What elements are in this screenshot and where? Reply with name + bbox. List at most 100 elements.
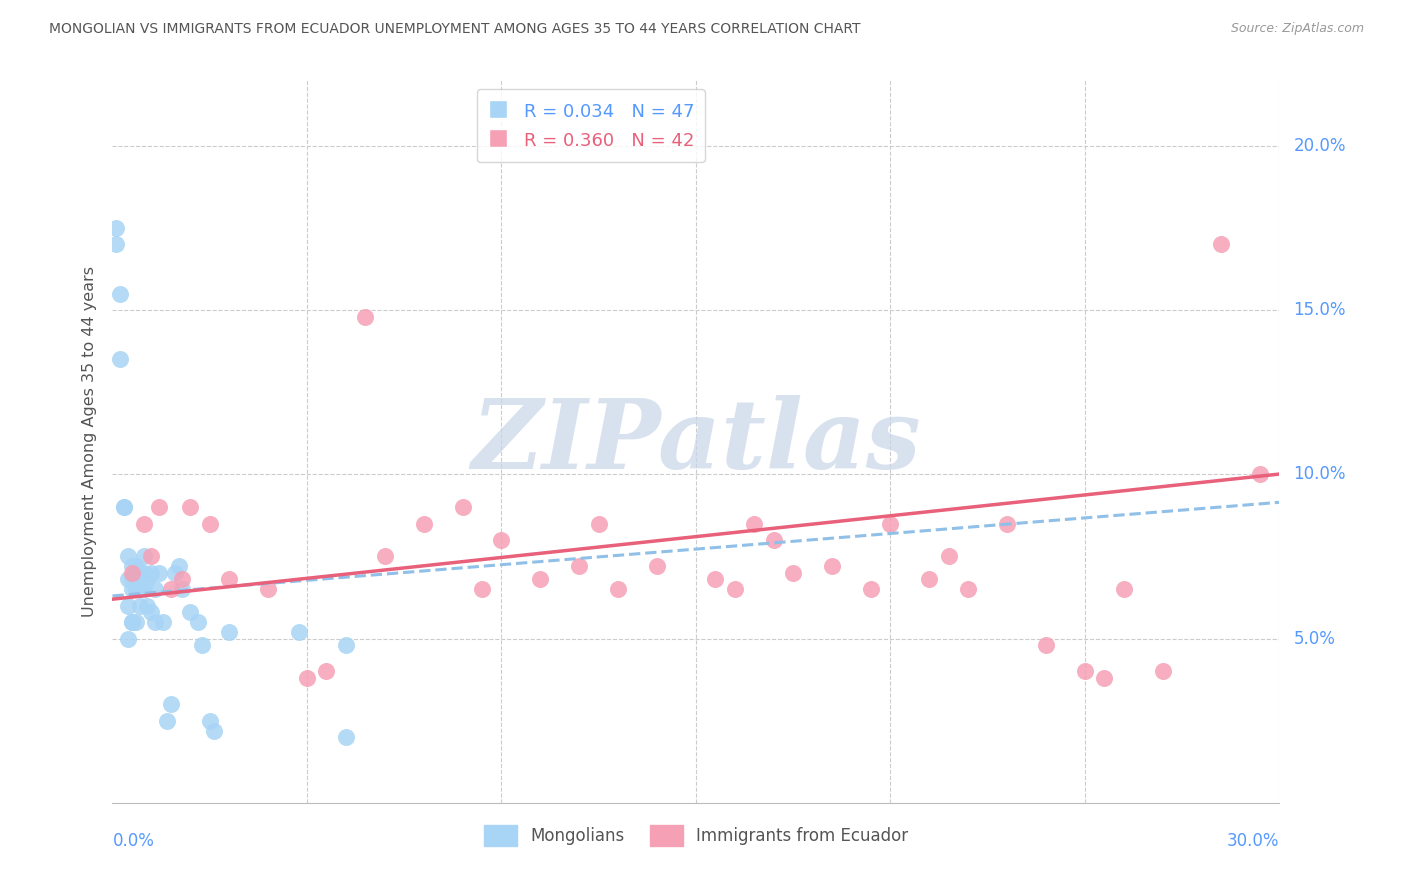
Point [1249,467,1271,482]
Point [132,516,155,531]
Point [879,516,901,531]
Point [1152,665,1174,679]
Point [412,516,434,531]
Point [1074,665,1097,679]
Legend: Mongolians, Immigrants from Ecuador: Mongolians, Immigrants from Ecuador [477,819,915,852]
Point [588,516,610,531]
Point [117,599,139,613]
Point [132,582,155,597]
Point [105,237,128,252]
Point [132,566,155,580]
Point [112,500,135,515]
Point [198,714,221,728]
Y-axis label: Unemployment Among Ages 35 to 44 years: Unemployment Among Ages 35 to 44 years [82,266,97,617]
Point [105,221,128,235]
Point [125,573,148,587]
Point [529,573,551,587]
Point [938,549,960,564]
Point [136,573,159,587]
Text: 5.0%: 5.0% [1294,630,1336,648]
Point [143,615,166,630]
Point [218,625,240,640]
Text: ZIPatlas: ZIPatlas [471,394,921,489]
Point [141,566,163,580]
Point [724,582,747,597]
Point [128,566,150,580]
Point [172,582,194,597]
Point [257,582,280,597]
Point [218,573,240,587]
Point [202,723,225,738]
Point [918,573,941,587]
Text: 15.0%: 15.0% [1294,301,1346,319]
Point [125,615,148,630]
Point [335,638,357,652]
Point [179,605,201,619]
Point [112,500,135,515]
Point [163,566,186,580]
Text: 10.0%: 10.0% [1294,466,1346,483]
Point [117,549,139,564]
Text: 20.0%: 20.0% [1294,137,1346,155]
Point [491,533,513,547]
Point [782,566,804,580]
Point [110,286,132,301]
Point [860,582,883,597]
Point [121,615,143,630]
Point [160,698,183,712]
Text: 0.0%: 0.0% [112,831,155,850]
Point [762,533,785,547]
Point [141,605,163,619]
Point [148,500,170,515]
Point [451,500,474,515]
Point [143,582,166,597]
Point [121,566,143,580]
Point [1112,582,1135,597]
Text: Source: ZipAtlas.com: Source: ZipAtlas.com [1230,22,1364,36]
Point [821,559,844,574]
Point [354,310,377,324]
Point [1209,237,1232,252]
Point [179,500,201,515]
Point [1094,671,1116,685]
Text: 30.0%: 30.0% [1227,831,1279,850]
Point [152,615,174,630]
Point [160,582,183,597]
Point [607,582,630,597]
Point [1035,638,1057,652]
Point [117,573,139,587]
Point [198,516,221,531]
Point [568,559,591,574]
Point [191,638,214,652]
Point [148,566,170,580]
Point [187,615,209,630]
Point [110,352,132,367]
Point [315,665,337,679]
Point [471,582,494,597]
Point [132,549,155,564]
Point [136,599,159,613]
Point [704,573,727,587]
Point [156,714,179,728]
Point [125,559,148,574]
Point [117,632,139,646]
Point [645,559,668,574]
Point [295,671,318,685]
Point [121,559,143,574]
Point [125,582,148,597]
Point [121,582,143,597]
Point [288,625,311,640]
Point [335,730,357,744]
Point [167,559,190,574]
Point [374,549,396,564]
Point [957,582,980,597]
Point [128,599,150,613]
Point [172,573,194,587]
Point [995,516,1018,531]
Point [128,582,150,597]
Text: MONGOLIAN VS IMMIGRANTS FROM ECUADOR UNEMPLOYMENT AMONG AGES 35 TO 44 YEARS CORR: MONGOLIAN VS IMMIGRANTS FROM ECUADOR UNE… [49,22,860,37]
Point [121,615,143,630]
Point [744,516,766,531]
Point [121,573,143,587]
Point [141,549,163,564]
